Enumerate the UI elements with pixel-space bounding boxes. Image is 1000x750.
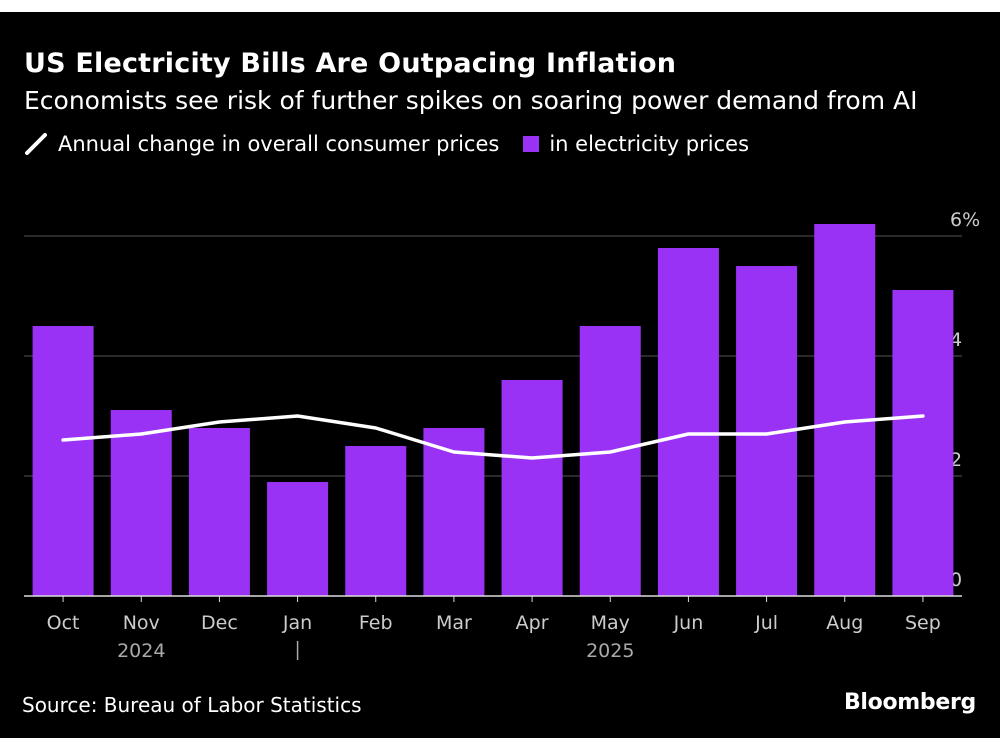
x-tick-label: Apr [516,612,549,634]
bar [579,326,641,596]
chart-frame: US Electricity Bills Are Outpacing Infla… [0,12,1000,738]
x-tick-label: Sep [905,612,941,634]
legend-bar-swatch [523,136,540,152]
source-note: Source: Bureau of Labor Statistics [22,693,362,717]
legend-bar-label: in electricity prices [549,132,750,156]
year-label: 2024 [117,640,165,662]
legend-line-swatch [25,133,47,155]
cpi-line [61,414,925,460]
bar [188,428,250,596]
bar [892,290,954,596]
bar [110,410,172,596]
legend-line-mark [25,133,47,155]
bar [423,428,485,596]
x-tick-label: Oct [47,612,80,634]
x-tick-label: Nov [123,612,160,634]
bar [501,380,563,596]
chart-title: US Electricity Bills Are Outpacing Infla… [24,48,677,79]
x-tick-label: May [591,612,630,634]
y-tick-label: 6% [950,209,980,231]
legend-line-label: Annual change in overall consumer prices [58,132,500,156]
x-tick-label: Dec [201,612,238,634]
x-tick-label: Jun [673,612,704,634]
bar [267,482,329,596]
year-label: 2025 [586,640,634,662]
x-tick-label: Jan [282,612,312,634]
bar [657,248,719,596]
x-tick-label: Aug [826,612,863,634]
x-tick-label: Jul [754,612,778,634]
bar [814,224,876,596]
x-tick-label: Mar [436,612,472,634]
legend: Annual change in overall consumer prices… [24,132,749,156]
x-tick-label: Feb [359,612,393,634]
brand-logo-text: Bloomberg [843,690,976,715]
bar [32,326,94,596]
bar [345,446,407,596]
chart-subtitle: Economists see risk of further spikes on… [24,86,918,115]
